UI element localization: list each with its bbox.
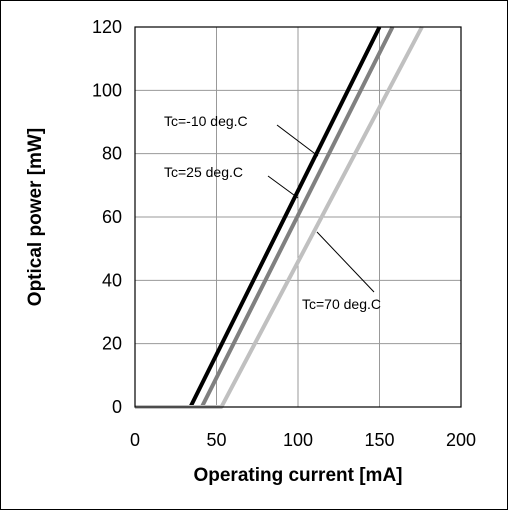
x-tick-label: 50 [206,430,226,450]
y-tick-labels: 0 20 40 60 80 100 120 [92,17,122,417]
annotation-tc70: Tc=70 deg.C [302,296,381,312]
y-tick-label: 40 [102,270,122,290]
y-axis-title: Optical power [mW] [25,128,46,306]
y-tick-label: 60 [102,207,122,227]
y-tick-label: 0 [112,397,122,417]
x-tick-labels: 0 50 100 150 200 [130,430,476,450]
y-tick-label: 80 [102,144,122,164]
x-tick-label: 0 [130,430,140,450]
annotation-leader-tc25 [267,175,299,199]
y-tick-label: 20 [102,334,122,354]
annotation-tc-minus10: Tc=-10 deg.C [164,113,248,129]
y-tick-label: 120 [92,17,122,37]
y-tick-label: 100 [92,80,122,100]
x-tick-label: 100 [283,430,313,450]
x-tick-label: 200 [446,430,476,450]
x-tick-label: 150 [364,430,394,450]
annotation-tc25: Tc=25 deg.C [164,164,243,180]
annotations: Tc=-10 deg.C Tc=25 deg.C Tc=70 deg.C [164,113,381,312]
annotation-leader-tc-minus10 [276,124,319,157]
annotation-leader-tc70 [316,231,375,293]
x-axis-title: Operating current [mA] [193,465,402,486]
plot-border [134,26,462,408]
